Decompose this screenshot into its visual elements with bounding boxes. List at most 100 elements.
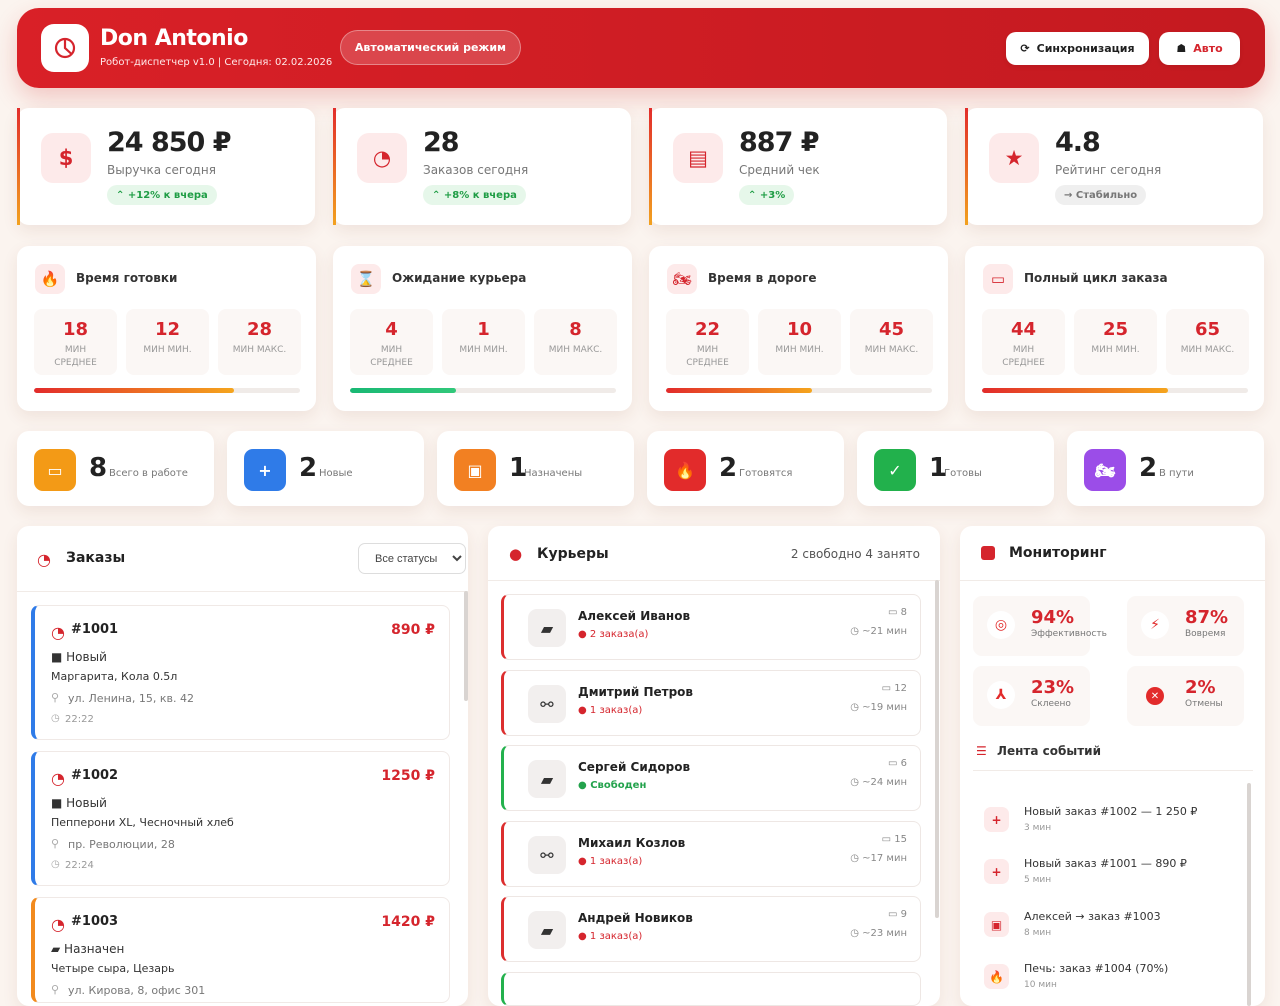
scrollbar[interactable] (1247, 783, 1251, 1006)
plus-icon: + (984, 859, 1009, 884)
couriers-title: Курьеры (537, 546, 609, 562)
courier-card[interactable]: ▰ Андрей Новиков ● 1 заказ(а) ▭ 9 ◷ ~23 мин (501, 896, 921, 962)
logo-pizza-icon (41, 24, 89, 72)
metric-value: 22 (694, 319, 721, 340)
monitor-label: Склеено (1031, 699, 1071, 709)
counter-assigned[interactable]: ▣ 1 Назначены (437, 431, 634, 506)
monitoring-title: Мониторинг (1009, 545, 1107, 561)
car-icon: ▰ (528, 609, 566, 647)
metric-unit: МИН МАКС. (548, 345, 603, 355)
courier-status: ● 1 заказ(а) (578, 856, 643, 867)
metric-unit: МИН МАКС. (232, 345, 287, 355)
metric-unit: МИН МИН. (143, 345, 192, 355)
event-text: Новый заказ #1001 — 890 ₽ (1024, 857, 1187, 870)
metric-average: 4 МИН СРЕДНЕЕ (350, 309, 433, 375)
metric-unit: МИН МИН. (459, 345, 508, 355)
time-on-road: 🏍 Время в дороге 22 МИН СРЕДНЕЕ 10 МИН МИН.… (649, 246, 948, 411)
order-status: ■ Новый (51, 796, 107, 810)
courier-status: ● 2 заказа(а) (578, 629, 649, 640)
counter-label: Новые (319, 468, 353, 479)
courier-count-value: 6 (900, 758, 907, 769)
stat-value: 887 ₽ (739, 127, 820, 158)
counter-total[interactable]: ▭ 8 Всего в работе (17, 431, 214, 506)
bicycle-icon: ⚯ (528, 685, 566, 723)
bolt-icon: ⚡ (1141, 611, 1169, 639)
car-icon: ▰ (528, 760, 566, 798)
merge-icon: ⅄ (987, 681, 1015, 709)
order-number: #1003 (71, 914, 119, 929)
order-price: 1420 ₽ (381, 914, 435, 930)
auto-button[interactable]: ☗ Авто (1159, 32, 1240, 65)
trend-badge: ⌃ +12% к вчера (107, 185, 217, 205)
metric-value: 1 (477, 319, 490, 340)
counter-cooking[interactable]: 🔥 2 Готовятся (647, 431, 844, 506)
user-icon: ● (509, 545, 523, 563)
progress-fill (666, 388, 813, 393)
counter-label: Всего в работе (109, 468, 188, 479)
stat-label: Заказов сегодня (423, 163, 529, 177)
pizza-icon: ◔ (51, 915, 65, 934)
list-icon: ☰ (976, 744, 987, 758)
pizza-icon: ◔ (51, 769, 65, 788)
app-title: Don Antonio (100, 26, 248, 51)
progress-fill (350, 388, 457, 393)
metric-min: 12 МИН МИН. (126, 309, 209, 375)
progress-track (982, 388, 1248, 393)
courier-card[interactable]: ⚯ Михаил Козлов ● 1 заказ(а) ▭ 15 ◷ ~17 мин (501, 821, 921, 887)
monitor-efficiency: ◎ 94% Эффективность (973, 596, 1107, 656)
courier-eta: ◷ ~24 мин (850, 777, 907, 788)
scrollbar[interactable] (464, 591, 468, 701)
courier-card[interactable]: ▰ Сергей Сидоров ● Свободен ▭ 6 ◷ ~24 мин (501, 745, 921, 811)
sync-button[interactable]: ⟳ Синхронизация (1006, 32, 1149, 65)
monitor-label: Вовремя (1185, 629, 1226, 639)
order-card[interactable]: ◔ #1002 1250 ₽ ■ Новый Пепперони XL, Чесночн… (31, 751, 450, 886)
mode-button[interactable]: Автоматический режим (340, 30, 521, 65)
event-time: 3 мин (1024, 823, 1052, 833)
counter-number: 8 (89, 453, 108, 483)
metric-unit: МИН МАКС. (1180, 345, 1235, 355)
motorcycle-icon: 🏍 (1084, 449, 1126, 491)
order-card[interactable]: ◔ #1001 890 ₽ ■ Новый Маргарита, Кола 0.5л ⚲ у… (31, 605, 450, 740)
metric-value: 4 (385, 319, 398, 340)
courier-summary: 2 свободно 4 занято (790, 547, 920, 561)
counter-number: 2 (299, 453, 318, 483)
courier-name: Дмитрий Петров (578, 685, 694, 699)
car-icon: ▣ (984, 912, 1009, 937)
monitor-label: Отмены (1185, 699, 1223, 709)
box-icon: ▭ (34, 449, 76, 491)
counter-on-way[interactable]: 🏍 2 В пути (1067, 431, 1264, 506)
order-items: Пепперони XL, Чесночный хлеб (51, 816, 234, 829)
courier-eta: ◷ ~21 мин (850, 626, 907, 637)
courier-card[interactable]: ⚯ Дмитрий Петров ● 1 заказ(а) ▭ 12 ◷ ~19 мин (501, 670, 921, 736)
counter-new[interactable]: +2 Новые (227, 431, 424, 506)
metric-value: 25 (1102, 319, 1129, 340)
event-time: 8 мин (1024, 928, 1052, 938)
counter-label: Готовятся (739, 468, 793, 479)
car-icon: ▰ (528, 911, 566, 949)
plus-icon: + (984, 807, 1009, 832)
orders-panel: ◔ Заказы Все статусы ◔ #1001 890 ₽ ■ Новый М… (17, 526, 468, 1006)
monitor-value: 87% (1185, 607, 1229, 628)
plus-icon: + (244, 449, 286, 491)
pin-icon: ⚲ (51, 837, 60, 850)
order-card[interactable]: ◔ #1003 1420 ₽ ▰ Назначен Четыре сыра, Цезар… (31, 897, 450, 1003)
cancel-icon: ✕ (1146, 687, 1164, 705)
courier-count-value: 9 (900, 909, 907, 920)
divider (973, 770, 1253, 771)
courier-eta-value: ~19 мин (862, 702, 907, 713)
counter-number: 1 (929, 453, 948, 483)
counter-label: Назначены (524, 468, 583, 479)
monitor-label: Эффективность (1031, 629, 1107, 639)
order-status: ▰ Назначен (51, 942, 125, 956)
status-filter-select[interactable]: Все статусы (358, 543, 466, 574)
trend-badge: → Стабильно (1055, 185, 1147, 205)
metric-min: 10 МИН МИН. (758, 309, 841, 375)
time-title: Время в дороге (708, 271, 817, 285)
metric-unit: МИН СРЕДНЕЕ (54, 345, 97, 368)
monitor-value: 23% (1031, 677, 1075, 698)
scrollbar[interactable] (935, 580, 939, 918)
orders-title: Заказы (66, 550, 126, 566)
counter-ready[interactable]: ✓ 1 Готовы (857, 431, 1054, 506)
courier-card[interactable] (501, 972, 921, 1006)
courier-card[interactable]: ▰ Алексей Иванов ● 2 заказа(а) ▭ 8 ◷ ~21 мин (501, 594, 921, 660)
